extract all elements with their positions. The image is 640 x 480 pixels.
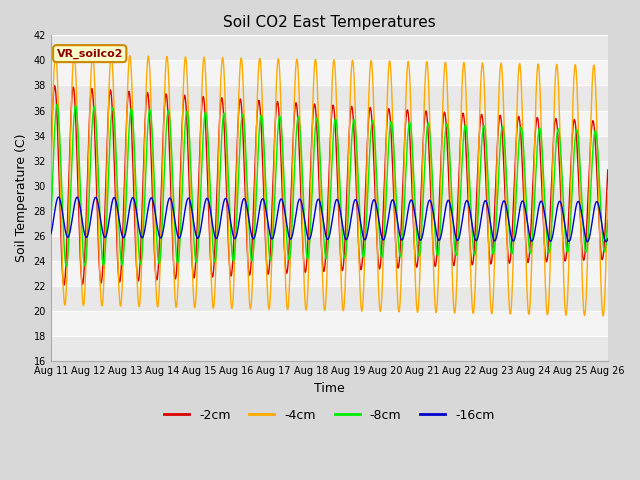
Legend: -2cm, -4cm, -8cm, -16cm: -2cm, -4cm, -8cm, -16cm bbox=[159, 404, 499, 427]
-4cm bbox=[551, 82, 559, 88]
-8cm bbox=[394, 226, 401, 232]
-4cm bbox=[47, 177, 55, 182]
-2cm bbox=[60, 282, 68, 288]
-16cm bbox=[47, 231, 55, 237]
Bar bbox=[51, 336, 608, 361]
-2cm bbox=[203, 152, 211, 157]
Text: VR_soilco2: VR_soilco2 bbox=[56, 48, 123, 59]
-2cm bbox=[51, 83, 58, 89]
-16cm bbox=[604, 236, 612, 241]
-16cm bbox=[384, 218, 392, 224]
Line: -8cm: -8cm bbox=[51, 105, 608, 266]
-2cm bbox=[604, 170, 611, 176]
-8cm bbox=[604, 220, 611, 226]
Bar bbox=[51, 236, 608, 261]
Line: -16cm: -16cm bbox=[51, 197, 608, 242]
-4cm bbox=[604, 194, 611, 200]
-8cm bbox=[47, 222, 55, 228]
-8cm bbox=[551, 156, 559, 162]
-4cm bbox=[604, 188, 612, 193]
-16cm bbox=[54, 194, 62, 200]
Bar bbox=[51, 311, 608, 336]
-4cm bbox=[384, 84, 392, 89]
-8cm bbox=[384, 155, 392, 161]
-2cm bbox=[394, 264, 401, 270]
-16cm bbox=[166, 195, 174, 201]
Y-axis label: Soil Temperature (C): Soil Temperature (C) bbox=[15, 134, 28, 263]
-2cm bbox=[47, 153, 55, 159]
-8cm bbox=[166, 126, 174, 132]
-8cm bbox=[53, 102, 61, 108]
Line: -4cm: -4cm bbox=[51, 54, 608, 316]
-8cm bbox=[62, 264, 70, 269]
Bar bbox=[51, 60, 608, 85]
Bar bbox=[51, 135, 608, 161]
-16cm bbox=[604, 236, 611, 242]
Bar bbox=[51, 286, 608, 311]
-4cm bbox=[166, 129, 174, 135]
X-axis label: Time: Time bbox=[314, 382, 345, 395]
Bar bbox=[51, 36, 608, 60]
-2cm bbox=[604, 167, 612, 173]
Bar bbox=[51, 161, 608, 186]
Bar bbox=[51, 186, 608, 211]
-16cm bbox=[602, 239, 610, 245]
-16cm bbox=[394, 219, 401, 225]
-2cm bbox=[166, 179, 174, 184]
-4cm bbox=[203, 97, 211, 103]
Bar bbox=[51, 211, 608, 236]
-8cm bbox=[604, 217, 612, 223]
Line: -2cm: -2cm bbox=[51, 86, 608, 285]
-4cm bbox=[52, 51, 60, 57]
-4cm bbox=[394, 294, 401, 300]
-4cm bbox=[599, 313, 607, 319]
-16cm bbox=[551, 218, 559, 224]
-8cm bbox=[203, 116, 211, 121]
Bar bbox=[51, 85, 608, 110]
-16cm bbox=[203, 196, 211, 202]
-2cm bbox=[384, 109, 392, 115]
Title: Soil CO2 East Temperatures: Soil CO2 East Temperatures bbox=[223, 15, 436, 30]
Bar bbox=[51, 261, 608, 286]
-2cm bbox=[551, 118, 559, 123]
Bar bbox=[51, 110, 608, 135]
